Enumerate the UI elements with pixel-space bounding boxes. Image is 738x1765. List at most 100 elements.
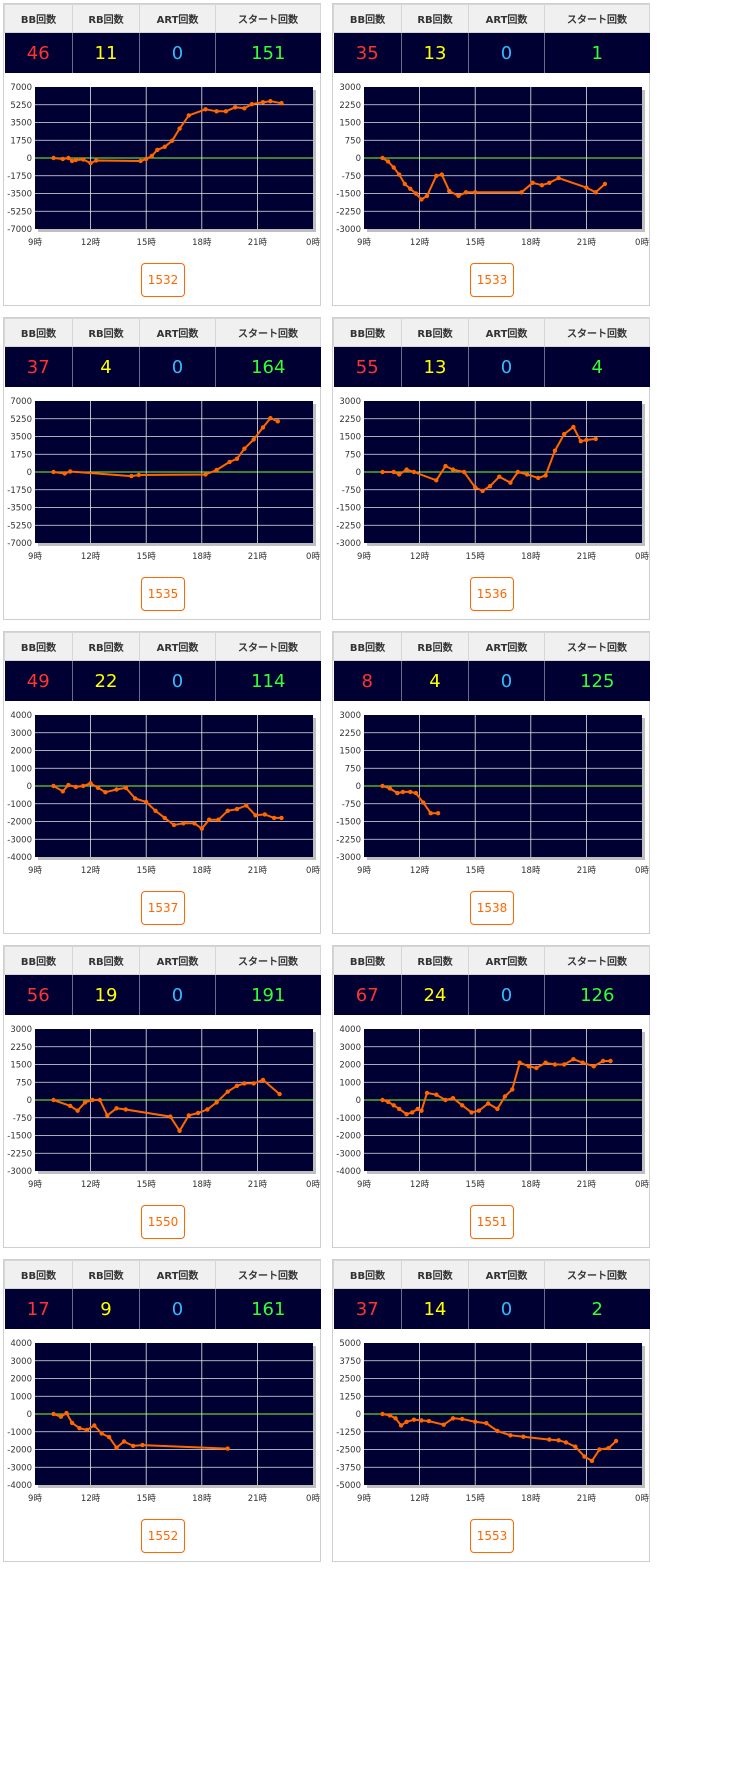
- data-point: [149, 153, 154, 159]
- start-count-value: 2: [544, 1288, 650, 1329]
- data-point: [400, 789, 406, 795]
- data-point: [526, 1064, 532, 1069]
- data-point: [562, 431, 567, 437]
- y-tick-label: 3500: [10, 433, 32, 443]
- x-tick-label: 0時: [635, 238, 649, 248]
- data-point: [447, 188, 452, 194]
- data-point: [517, 1060, 522, 1065]
- y-tick-label: 3500: [10, 119, 32, 129]
- data-point: [547, 180, 552, 185]
- data-point: [411, 1417, 417, 1422]
- data-point: [408, 186, 413, 191]
- y-tick-label: -3500: [7, 190, 32, 200]
- y-tick-label: 7000: [10, 83, 32, 93]
- machine-card: BB回数 RB回数 ART回数 スタート回数 37 14 0 2 5000 3750 2500 125…: [332, 1259, 650, 1562]
- y-tick-label: 0: [27, 782, 32, 792]
- machine-number-button[interactable]: 1535: [141, 577, 185, 611]
- rb-count-header: RB回数: [72, 318, 140, 347]
- x-tick-label: 9時: [28, 866, 42, 876]
- art-count-value: 0: [139, 974, 216, 1015]
- y-tick-label: 2000: [10, 1375, 32, 1385]
- machine-number-button[interactable]: 1537: [141, 891, 185, 925]
- bb-count-header: BB回数: [4, 1260, 73, 1289]
- machine-number-button[interactable]: 1533: [470, 263, 514, 297]
- machine-number-button[interactable]: 1550: [141, 1205, 185, 1239]
- data-point: [439, 172, 444, 177]
- y-tick-label: -4000: [336, 1167, 361, 1177]
- y-tick-label: 3000: [339, 1043, 361, 1053]
- x-tick-label: 0時: [306, 238, 320, 248]
- bb-count-value: 49: [4, 660, 73, 701]
- x-tick-label: 12時: [410, 866, 430, 876]
- data-point: [105, 1113, 110, 1118]
- data-point: [387, 1413, 393, 1418]
- machine-number-button[interactable]: 1538: [470, 891, 514, 925]
- machine-number-button[interactable]: 1551: [470, 1205, 514, 1239]
- data-point: [268, 99, 273, 104]
- data-point: [404, 1112, 409, 1117]
- x-tick-label: 0時: [306, 1494, 320, 1504]
- data-point: [279, 101, 284, 106]
- y-tick-label: 1250: [339, 1392, 361, 1402]
- machine-number-button[interactable]: 1536: [470, 577, 514, 611]
- data-point: [473, 1419, 478, 1424]
- data-point: [97, 1097, 103, 1103]
- data-point: [461, 469, 467, 475]
- machine-number-button[interactable]: 1532: [141, 263, 185, 297]
- y-tick-label: 2500: [339, 1375, 361, 1385]
- data-point: [214, 467, 219, 473]
- balance-chart: 4000 3000 2000 1000 0 -1000 -2000 -3000 -4000 9時 1…: [7, 711, 320, 876]
- rb-count-header: RB回数: [72, 632, 140, 661]
- x-tick-label: 9時: [357, 866, 371, 876]
- data-point: [411, 469, 417, 475]
- machine-number-button[interactable]: 1552: [141, 1519, 185, 1553]
- y-tick-label: -3000: [7, 1463, 32, 1473]
- machine-number-button[interactable]: 1553: [470, 1519, 514, 1553]
- bb-count-value: 56: [4, 974, 73, 1015]
- y-tick-label: -3000: [336, 853, 361, 863]
- art-count-value: 0: [468, 1288, 545, 1329]
- rb-count-value: 13: [401, 346, 469, 387]
- data-point: [391, 469, 396, 475]
- data-point: [249, 102, 254, 107]
- x-tick-label: 21時: [248, 238, 268, 248]
- machine-card: BB回数 RB回数 ART回数 スタート回数 67 24 0 126 4000 3000 2000 1…: [332, 945, 650, 1248]
- y-tick-label: 1000: [10, 1392, 32, 1402]
- x-tick-label: 15時: [466, 1494, 486, 1504]
- y-tick-label: -1500: [336, 818, 361, 828]
- y-tick-label: -1750: [7, 486, 32, 496]
- data-point: [415, 1106, 420, 1112]
- y-tick-label: 0: [27, 1410, 32, 1420]
- bb-count-header: BB回数: [4, 632, 73, 661]
- y-tick-label: -2000: [7, 1446, 32, 1456]
- data-point: [186, 1113, 191, 1118]
- y-tick-label: 1500: [339, 433, 361, 443]
- data-point: [214, 1100, 219, 1105]
- y-tick-label: -2250: [7, 1149, 32, 1159]
- data-point: [234, 806, 240, 812]
- x-tick-label: 12時: [410, 1494, 430, 1504]
- data-point: [563, 1440, 569, 1445]
- data-point: [251, 437, 256, 442]
- bb-count-value: 35: [333, 32, 402, 73]
- x-tick-label: 18時: [521, 1180, 541, 1190]
- start-count-value: 114: [215, 660, 321, 701]
- x-tick-label: 18時: [521, 1494, 541, 1504]
- data-point: [279, 815, 284, 821]
- y-tick-label: -4000: [7, 853, 32, 863]
- y-tick-label: 7000: [10, 397, 32, 407]
- y-tick-label: -1000: [7, 800, 32, 810]
- y-tick-label: -2500: [336, 1446, 361, 1456]
- data-point: [260, 1077, 266, 1083]
- data-point: [524, 472, 530, 477]
- data-point: [395, 790, 400, 796]
- y-tick-label: -1750: [7, 172, 32, 182]
- y-tick-label: 1500: [339, 747, 361, 757]
- data-point: [380, 469, 385, 475]
- data-point: [441, 1422, 446, 1427]
- y-tick-label: 1750: [10, 450, 32, 460]
- bb-count-header: BB回数: [4, 318, 73, 347]
- data-point: [144, 799, 149, 805]
- balance-chart: 4000 3000 2000 1000 0 -1000 -2000 -3000 -4000 9時 1…: [336, 1025, 649, 1190]
- x-tick-label: 0時: [635, 1180, 649, 1190]
